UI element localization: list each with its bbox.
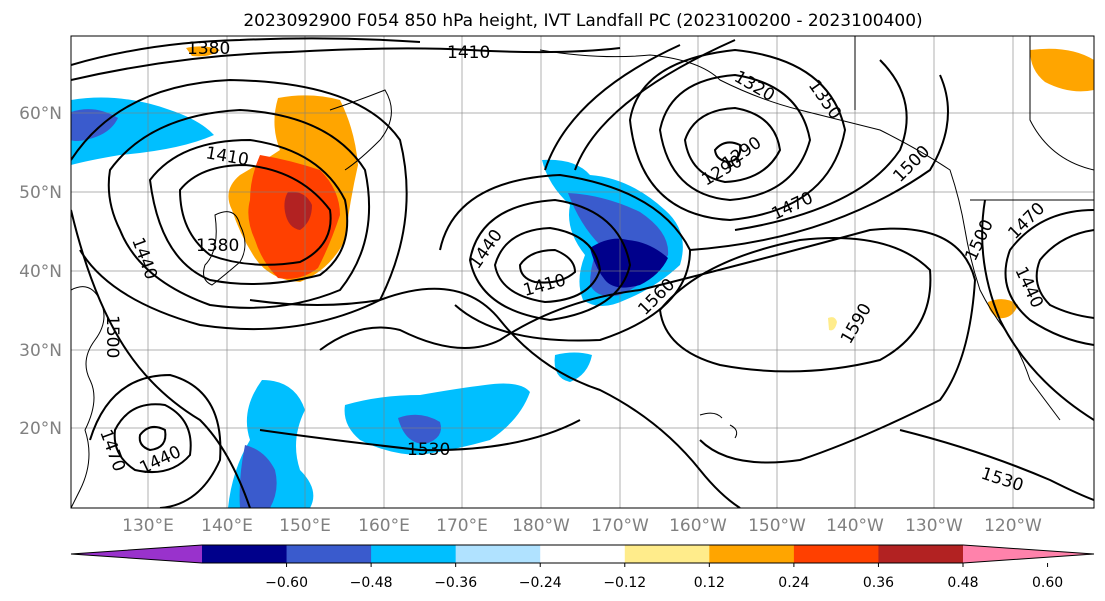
contour-1500-arc <box>544 44 949 251</box>
contour-alaska-low-4 <box>628 48 847 222</box>
lon-label: 130°W <box>905 516 963 536</box>
colorbar-outline <box>70 544 1095 564</box>
colorbar-segment <box>878 545 964 563</box>
contour-alaska-low-2 <box>683 106 782 184</box>
shade-small-yellow <box>828 317 837 331</box>
colorbar-tick-label: −0.60 <box>265 575 308 591</box>
lat-label: 40°N <box>19 262 62 282</box>
map-frame <box>70 35 1095 509</box>
lon-label: 150°W <box>748 516 806 536</box>
coast-hawaii <box>699 412 738 439</box>
contour-central-low-1 <box>518 248 577 284</box>
lon-label: 180°W <box>512 516 570 536</box>
lat-label: 60°N <box>19 104 62 124</box>
contour-na-2 <box>1035 229 1094 319</box>
contour-west-low-4 <box>71 78 408 331</box>
longitude-labels: 130°E 140°E 150°E 160°E 170°E 180°W 170°… <box>122 516 1042 536</box>
latitude-labels: 60°N 50°N 40°N 30°N 20°N <box>19 104 62 439</box>
colorbar-segment <box>540 545 626 563</box>
contour-label: 1410 <box>447 43 490 63</box>
colorbar-segment <box>202 545 288 563</box>
colorbar-extend-high <box>963 545 1094 563</box>
coast-alaska <box>539 49 966 231</box>
contour-na-3 <box>981 199 1094 421</box>
shade-south-midblue <box>239 445 277 508</box>
shade-northeast-orange <box>1030 48 1094 92</box>
contour-1500-west <box>71 209 251 508</box>
lon-label: 140°E <box>201 516 253 536</box>
contour-label: 1530 <box>407 440 450 460</box>
colorbar-tick-label: 0.24 <box>778 575 809 591</box>
contour-label: 1380 <box>187 39 230 59</box>
contour-central-low-2 <box>493 226 602 304</box>
contour-1410-top <box>71 47 621 81</box>
colorbar-tick-label: −0.12 <box>603 575 646 591</box>
contour-na-1 <box>1004 209 1094 346</box>
gridlines <box>71 36 1094 508</box>
coast-kamchatka <box>329 89 392 171</box>
contour-1470-arc <box>574 39 908 231</box>
contour-south-low-1 <box>138 425 167 452</box>
contour-1530-south <box>259 419 581 452</box>
contour-west-low-1 <box>178 163 332 266</box>
contour-1530-east <box>899 429 1094 501</box>
negative-ivt-shading <box>71 97 683 508</box>
lon-label: 130°E <box>122 516 174 536</box>
colorbar-tick-label: 0.60 <box>1032 575 1063 591</box>
contour-central-low-3 <box>468 198 632 322</box>
contour-1590 <box>658 237 932 373</box>
shade-baja-orange <box>988 299 1018 319</box>
contour-label: 1380 <box>196 236 239 256</box>
lon-label: 170°E <box>436 516 488 536</box>
shade-top-orange <box>186 46 220 57</box>
colorbar-segment <box>709 545 795 563</box>
colorbar-tick-label: 0.48 <box>947 575 978 591</box>
lon-label: 160°W <box>669 516 727 536</box>
lon-label: 140°W <box>826 516 884 536</box>
lon-label: 170°W <box>591 516 649 536</box>
colorbar-segment <box>793 545 879 563</box>
lon-label: 160°E <box>358 516 410 536</box>
coast-na-border <box>854 36 1094 201</box>
contour-west-low-2 <box>148 138 349 285</box>
contour-1380-top <box>71 37 421 66</box>
contour-label: 1500 <box>102 315 122 358</box>
colorbar-segment <box>455 545 541 563</box>
shade-subtrop-skyblue <box>344 383 530 455</box>
colorbar-tick-label: −0.48 <box>350 575 393 591</box>
coast-japan <box>203 211 246 286</box>
contour-south-low-3 <box>89 373 222 508</box>
colorbar-tick-label: −0.36 <box>434 575 477 591</box>
colorbar: −0.60 −0.48 −0.36 −0.24 −0.12 0.12 0.24 0.36 0.4… <box>70 544 1095 591</box>
figure-title: 2023092900 F054 850 hPa height, IVT Land… <box>243 11 922 31</box>
colorbar-segment <box>624 545 710 563</box>
colorbar-tick-label: 0.36 <box>863 575 894 591</box>
lat-label: 20°N <box>19 419 62 439</box>
colorbar-extend-low <box>71 545 202 563</box>
colorbar-tick-label: 0.12 <box>694 575 725 591</box>
shade-subtrop-midblue <box>398 414 441 444</box>
contour-south-low-2 <box>113 403 192 474</box>
lat-label: 50°N <box>19 183 62 203</box>
contour-1560 <box>319 227 977 464</box>
shade-nw-midblue <box>71 109 118 141</box>
map-area: 1380 1410 1320 1350 1410 1380 1440 1440 … <box>70 35 1095 509</box>
contour-west-low-3 <box>107 108 371 309</box>
contour-alaska-low-1 <box>713 141 742 164</box>
colorbar-tick-label: −0.24 <box>519 575 562 591</box>
contour-labels: 1380 1410 1320 1350 1410 1380 1440 1440 … <box>95 39 1049 496</box>
colorbar-segment <box>286 545 372 563</box>
contour-1530-subtrop <box>249 287 741 508</box>
lon-label: 150°E <box>279 516 331 536</box>
height-contours <box>71 37 1094 508</box>
colorbar-segment <box>371 545 457 563</box>
lon-label: 120°W <box>984 516 1042 536</box>
lat-label: 30°N <box>19 341 62 361</box>
contour-alaska-low-3 <box>658 73 812 202</box>
